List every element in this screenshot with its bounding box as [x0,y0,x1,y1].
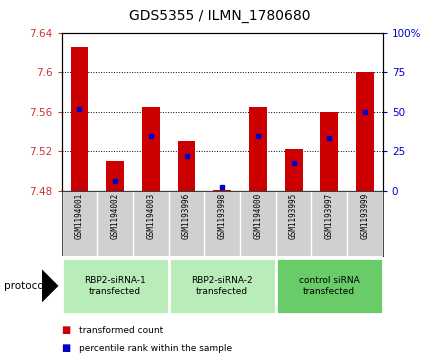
Text: GSM1194000: GSM1194000 [253,192,262,239]
Text: percentile rank within the sample: percentile rank within the sample [79,344,232,353]
Text: GSM1194001: GSM1194001 [75,192,84,239]
Text: GSM1193999: GSM1193999 [360,192,370,239]
Text: RBP2-siRNA-2
transfected: RBP2-siRNA-2 transfected [191,276,253,296]
Bar [285,149,303,191]
Bar [70,48,88,191]
Text: GSM1193996: GSM1193996 [182,192,191,239]
Text: transformed count: transformed count [79,326,163,335]
Text: GDS5355 / ILMN_1780680: GDS5355 / ILMN_1780680 [129,9,311,23]
Bar [320,111,338,191]
Text: protocol: protocol [4,281,47,291]
Text: GSM1194003: GSM1194003 [147,192,155,239]
Text: control siRNA
transfected: control siRNA transfected [299,276,359,296]
Bar [178,141,195,191]
Text: ■: ■ [62,325,71,335]
Bar [276,258,383,314]
Bar [106,161,124,191]
Text: GSM1193997: GSM1193997 [325,192,334,239]
Polygon shape [42,269,59,303]
Bar [142,107,160,191]
Bar [249,107,267,191]
Text: GSM1194002: GSM1194002 [110,192,120,239]
Text: ■: ■ [62,343,71,354]
Text: GSM1193995: GSM1193995 [289,192,298,239]
Text: GSM1193998: GSM1193998 [218,192,227,239]
Bar [62,258,169,314]
Text: RBP2-siRNA-1
transfected: RBP2-siRNA-1 transfected [84,276,146,296]
Bar [213,189,231,191]
Bar [169,258,276,314]
Bar [356,72,374,191]
